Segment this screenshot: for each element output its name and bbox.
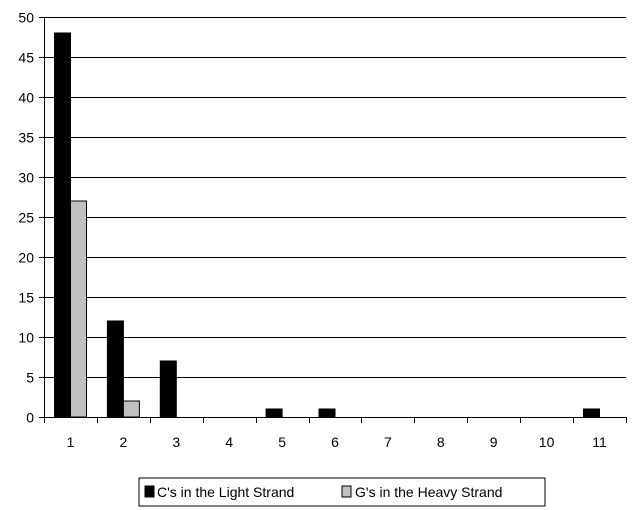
x-tick-label-1: 1 <box>67 434 75 450</box>
x-tick-label-7: 7 <box>384 434 392 450</box>
x-tick-label-5: 5 <box>278 434 286 450</box>
bar-s0-5 <box>265 408 283 418</box>
y-tick-label-5: 5 <box>26 370 34 386</box>
bar-s0-1 <box>54 32 71 418</box>
x-tick-label-9: 9 <box>490 434 498 450</box>
x-tick-label-10: 10 <box>539 434 555 450</box>
x-tick-label-2: 2 <box>120 434 128 450</box>
gridlines <box>44 17 626 378</box>
bar-s0-2 <box>106 320 124 418</box>
legend-label-c-light-strand: C's in the Light Strand <box>157 484 294 500</box>
y-tick-label-20: 20 <box>18 250 34 266</box>
x-tick-label-3: 3 <box>172 434 180 450</box>
bar-s0-11 <box>583 408 600 418</box>
y-tick-label-50: 50 <box>18 10 34 26</box>
axes <box>39 17 627 423</box>
bar-s0-3 <box>159 360 177 418</box>
legend-label-g-heavy-strand: G's in the Heavy Strand <box>355 484 502 500</box>
y-tick-label-45: 45 <box>18 50 34 66</box>
bar-s1-2 <box>122 400 140 418</box>
bar-s0-6 <box>318 408 336 418</box>
legend-swatch-g-heavy-strand <box>341 485 352 498</box>
x-tick-label-11: 11 <box>592 434 607 450</box>
legend: C's in the Light Strand G's in the Heavy… <box>138 477 546 507</box>
y-tick-label-0: 0 <box>26 410 34 426</box>
y-tick-label-35: 35 <box>18 130 34 146</box>
y-tick-label-10: 10 <box>18 330 34 346</box>
legend-swatch-c-light-strand <box>144 485 155 498</box>
x-tick-label-6: 6 <box>331 434 339 450</box>
y-tick-label-30: 30 <box>18 170 34 186</box>
y-tick-label-25: 25 <box>18 210 34 226</box>
bar-s1-1 <box>70 200 87 418</box>
y-tick-labels: 0 5 10 15 20 25 30 35 40 45 50 <box>18 10 34 426</box>
x-tick-label-4: 4 <box>225 434 233 450</box>
x-tick-labels: 1 2 3 4 5 6 7 8 9 10 11 <box>67 434 607 450</box>
x-tick-label-8: 8 <box>437 434 445 450</box>
bars <box>54 32 600 418</box>
y-tick-label-40: 40 <box>18 90 34 106</box>
y-tick-label-15: 15 <box>18 290 34 306</box>
